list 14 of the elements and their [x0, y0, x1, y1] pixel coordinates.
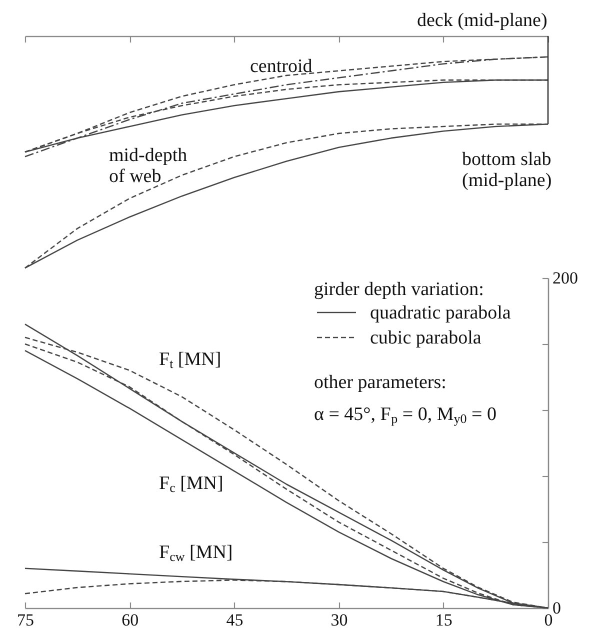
y-tick-label: 200	[552, 268, 578, 288]
annotation: bottom slab (mid-plane)	[462, 149, 552, 191]
x-tick-label: 45	[226, 610, 244, 630]
x-tick-label: 75	[17, 610, 34, 630]
x-tick-label: 60	[122, 610, 139, 630]
annotation: other parameters:	[314, 372, 446, 393]
legend-title: girder depth variation:	[314, 279, 484, 300]
x-tick-label: 15	[435, 610, 452, 630]
annotation: centroid	[250, 56, 313, 77]
annotation: mid-depth of web	[109, 145, 188, 187]
text: deck (mid-plane)	[417, 10, 548, 31]
legend-label: cubic parabola	[370, 328, 482, 348]
legend-label: quadratic parabola	[370, 302, 512, 324]
x-tick-label: 30	[330, 610, 348, 630]
